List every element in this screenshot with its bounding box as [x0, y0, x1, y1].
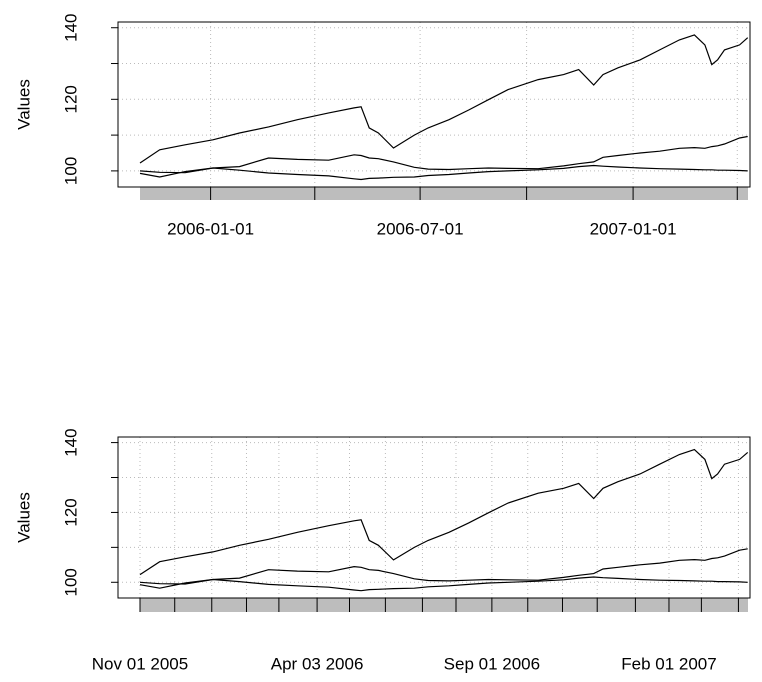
- y-tick-label: 120: [61, 498, 80, 526]
- y-axis-label: Values: [14, 79, 33, 130]
- series-line: [139, 164, 748, 181]
- minor-tick-band: [140, 598, 748, 612]
- series-line: [139, 576, 748, 592]
- series-line: [139, 448, 749, 576]
- minor-tick-band: [140, 187, 748, 200]
- x-tick-label: Apr 03 2006: [271, 654, 364, 673]
- y-tick-label: 100: [61, 157, 80, 185]
- series-line: [139, 34, 749, 164]
- series-line: [139, 548, 748, 585]
- x-tick-label: Feb 01 2007: [621, 654, 716, 673]
- x-tick-label: Nov 01 2005: [92, 654, 188, 673]
- y-tick-label: 100: [61, 568, 80, 596]
- series-line: [139, 135, 748, 174]
- y-tick-label: 140: [61, 14, 80, 42]
- x-tick-label: Sep 01 2006: [444, 654, 540, 673]
- plot-frame: [117, 436, 751, 599]
- y-tick-label: 140: [61, 428, 80, 456]
- x-tick-label: 2006-01-01: [167, 219, 254, 238]
- x-tick-label: 2006-07-01: [377, 219, 464, 238]
- plot-frame: [117, 21, 751, 188]
- y-tick-label: 120: [61, 85, 80, 113]
- y-axis-label: Values: [14, 492, 33, 543]
- x-tick-label: 2007-01-01: [590, 219, 677, 238]
